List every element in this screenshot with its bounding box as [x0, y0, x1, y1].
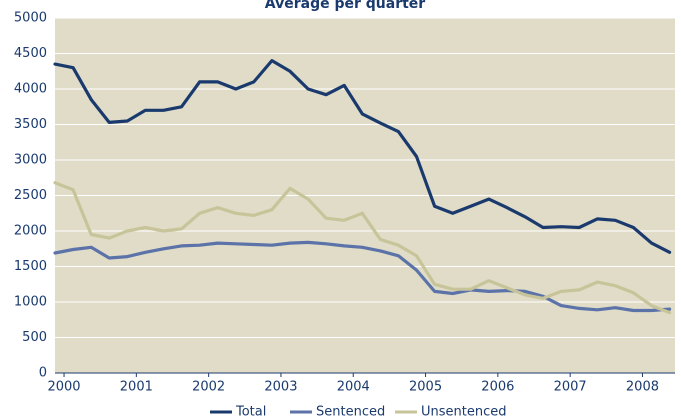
- y-tick-label: 2000: [14, 224, 47, 239]
- y-tick-label: 5000: [14, 11, 47, 26]
- legend-label: Sentenced: [316, 405, 385, 420]
- x-tick-label: 2006: [481, 380, 514, 395]
- x-tick-label: 2008: [626, 380, 659, 395]
- y-tick-label: 1000: [14, 295, 47, 310]
- x-tick-label: 2005: [409, 380, 442, 395]
- x-tick-label: 2004: [337, 380, 370, 395]
- y-tick-label: 2500: [14, 188, 47, 203]
- y-tick-label: 0: [39, 366, 47, 381]
- legend-label: Total: [235, 405, 266, 420]
- y-tick-label: 500: [22, 330, 47, 345]
- legend-label: Unsentenced: [421, 405, 507, 420]
- x-tick-label: 2002: [192, 380, 225, 395]
- line: [53, 181, 672, 315]
- y-tick-label: 3500: [14, 117, 47, 132]
- y-tick-label: 4000: [14, 82, 47, 97]
- chart-title: Average per quarter: [265, 0, 426, 12]
- line: [53, 59, 672, 254]
- x-tick-label: 2000: [47, 380, 80, 395]
- y-tick-label: 4500: [14, 46, 47, 61]
- y-tick-label: 1500: [14, 259, 47, 274]
- x-tick-label: 2003: [264, 380, 297, 395]
- x-tick-label: 2001: [120, 380, 153, 395]
- y-tick-label: 3000: [14, 153, 47, 168]
- x-tick-label: 2007: [554, 380, 587, 395]
- line: [53, 240, 672, 313]
